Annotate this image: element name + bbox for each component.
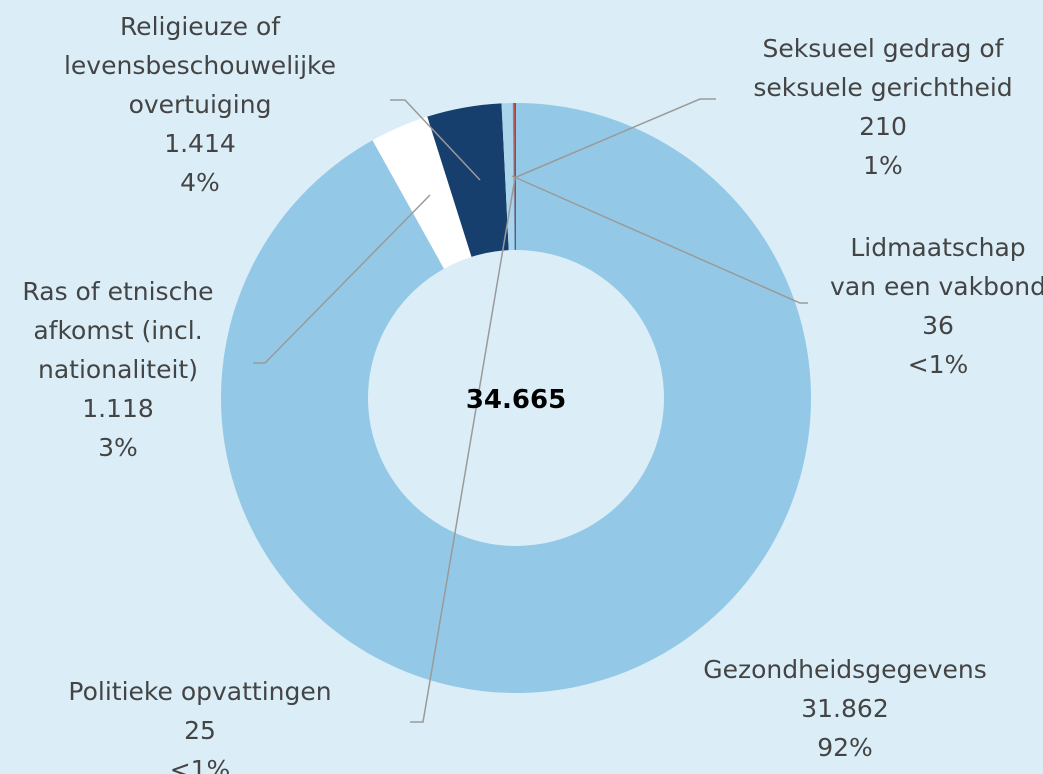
value-label: 25	[184, 716, 216, 745]
value-label: 36	[922, 311, 954, 340]
leader-line	[410, 177, 516, 723]
total-label: 34.665	[466, 385, 566, 415]
slice	[220, 103, 811, 694]
value-label: 1.118	[82, 394, 154, 423]
percent-label: 4%	[180, 168, 220, 197]
slice	[514, 103, 516, 251]
percent-label: 92%	[817, 733, 873, 762]
slice	[372, 116, 472, 269]
category-label: Religieuze of levensbeschouwelijke overtui…	[64, 12, 336, 119]
percent-label: 3%	[98, 433, 138, 462]
percent-label: <1%	[170, 755, 231, 774]
leader-lines	[253, 98, 808, 723]
leader-line	[253, 194, 431, 364]
category-label: Lidmaatschap van een vakbond	[830, 233, 1043, 301]
leader-line	[511, 175, 808, 304]
leader-line	[513, 98, 716, 179]
value-label: 210	[859, 112, 907, 141]
slice	[501, 103, 515, 251]
value-label: 1.414	[164, 129, 236, 158]
leader-line	[390, 99, 481, 181]
category-label: Ras of etnische afkomst (incl. nationalite…	[22, 277, 213, 384]
slice	[427, 103, 509, 257]
value-label: 31.862	[801, 694, 888, 723]
category-label: Seksueel gedrag of seksuele gerichtheid	[753, 34, 1012, 102]
percent-label: <1%	[908, 350, 969, 379]
percent-label: 1%	[863, 151, 903, 180]
category-label: Politieke opvattingen	[68, 677, 331, 706]
category-label: Gezondheidsgegevens	[703, 655, 987, 684]
